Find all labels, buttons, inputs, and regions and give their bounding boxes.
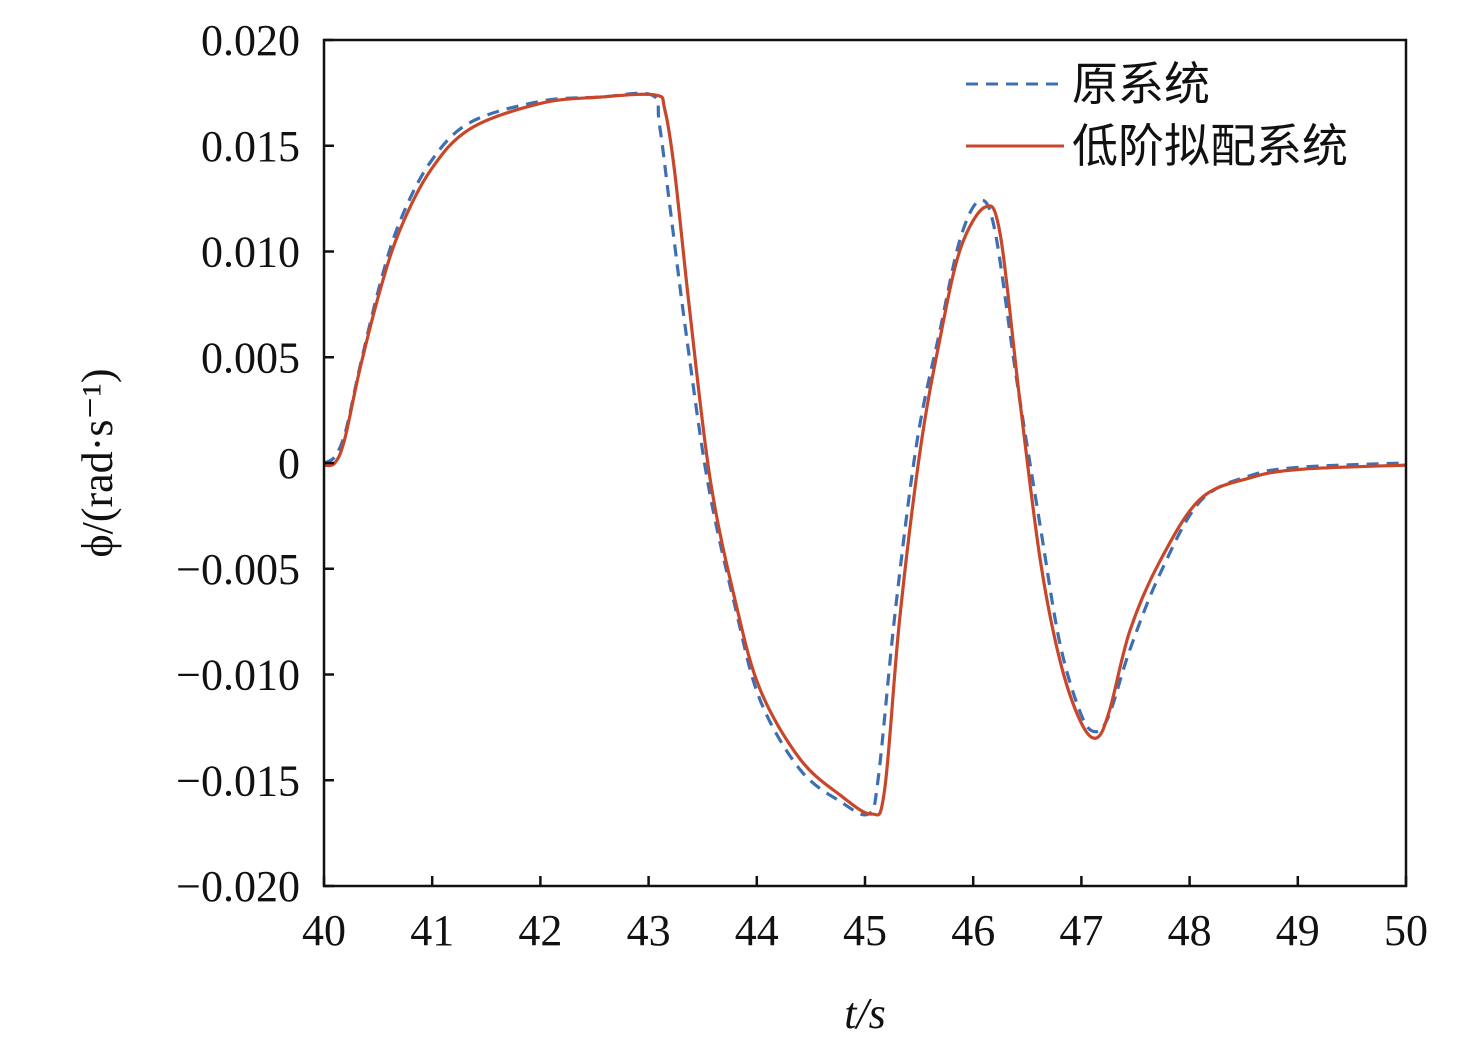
x-tick-label: 43 [627,906,671,955]
axis-ticks: 40 41 42 43 44 45 46 47 48 49 50 0.020 0.015 0.010 0.0… [176,16,1428,955]
series-line-reduced [323,92,1407,817]
x-tick-label: 48 [1168,906,1212,955]
legend-label-original: 原系统 [1072,57,1210,111]
y-tick-label: −0.020 [176,862,300,911]
x-tick-label: 47 [1059,906,1103,955]
y-tick-label: 0.005 [201,333,300,382]
series-line-original [323,91,1407,817]
legend-label-reduced: 低阶拟配系统 [1072,119,1348,173]
y-tick-label: 0.010 [201,228,300,277]
y-tick-label: 0.020 [201,16,300,65]
x-tick-label: 40 [302,906,346,955]
x-tick-label: 41 [410,906,454,955]
x-tick-label: 45 [843,906,887,955]
y-tick-label: 0.015 [201,122,300,171]
plot-series [323,91,1407,817]
y-axis-label: ϕ/(rad·s⁻¹) [73,368,122,557]
x-axis-label: t/s [844,989,886,1038]
x-tick-label: 50 [1384,906,1428,955]
x-tick-label: 42 [518,906,562,955]
x-tick-label: 49 [1276,906,1320,955]
x-tick-label: 46 [951,906,995,955]
y-tick-label: 0 [278,439,300,488]
y-tick-label: −0.010 [176,651,300,700]
y-tick-label: −0.005 [176,545,300,594]
y-tick-label: −0.015 [176,756,300,805]
legend: 原系统 低阶拟配系统 [966,57,1348,173]
x-tick-label: 44 [735,906,779,955]
